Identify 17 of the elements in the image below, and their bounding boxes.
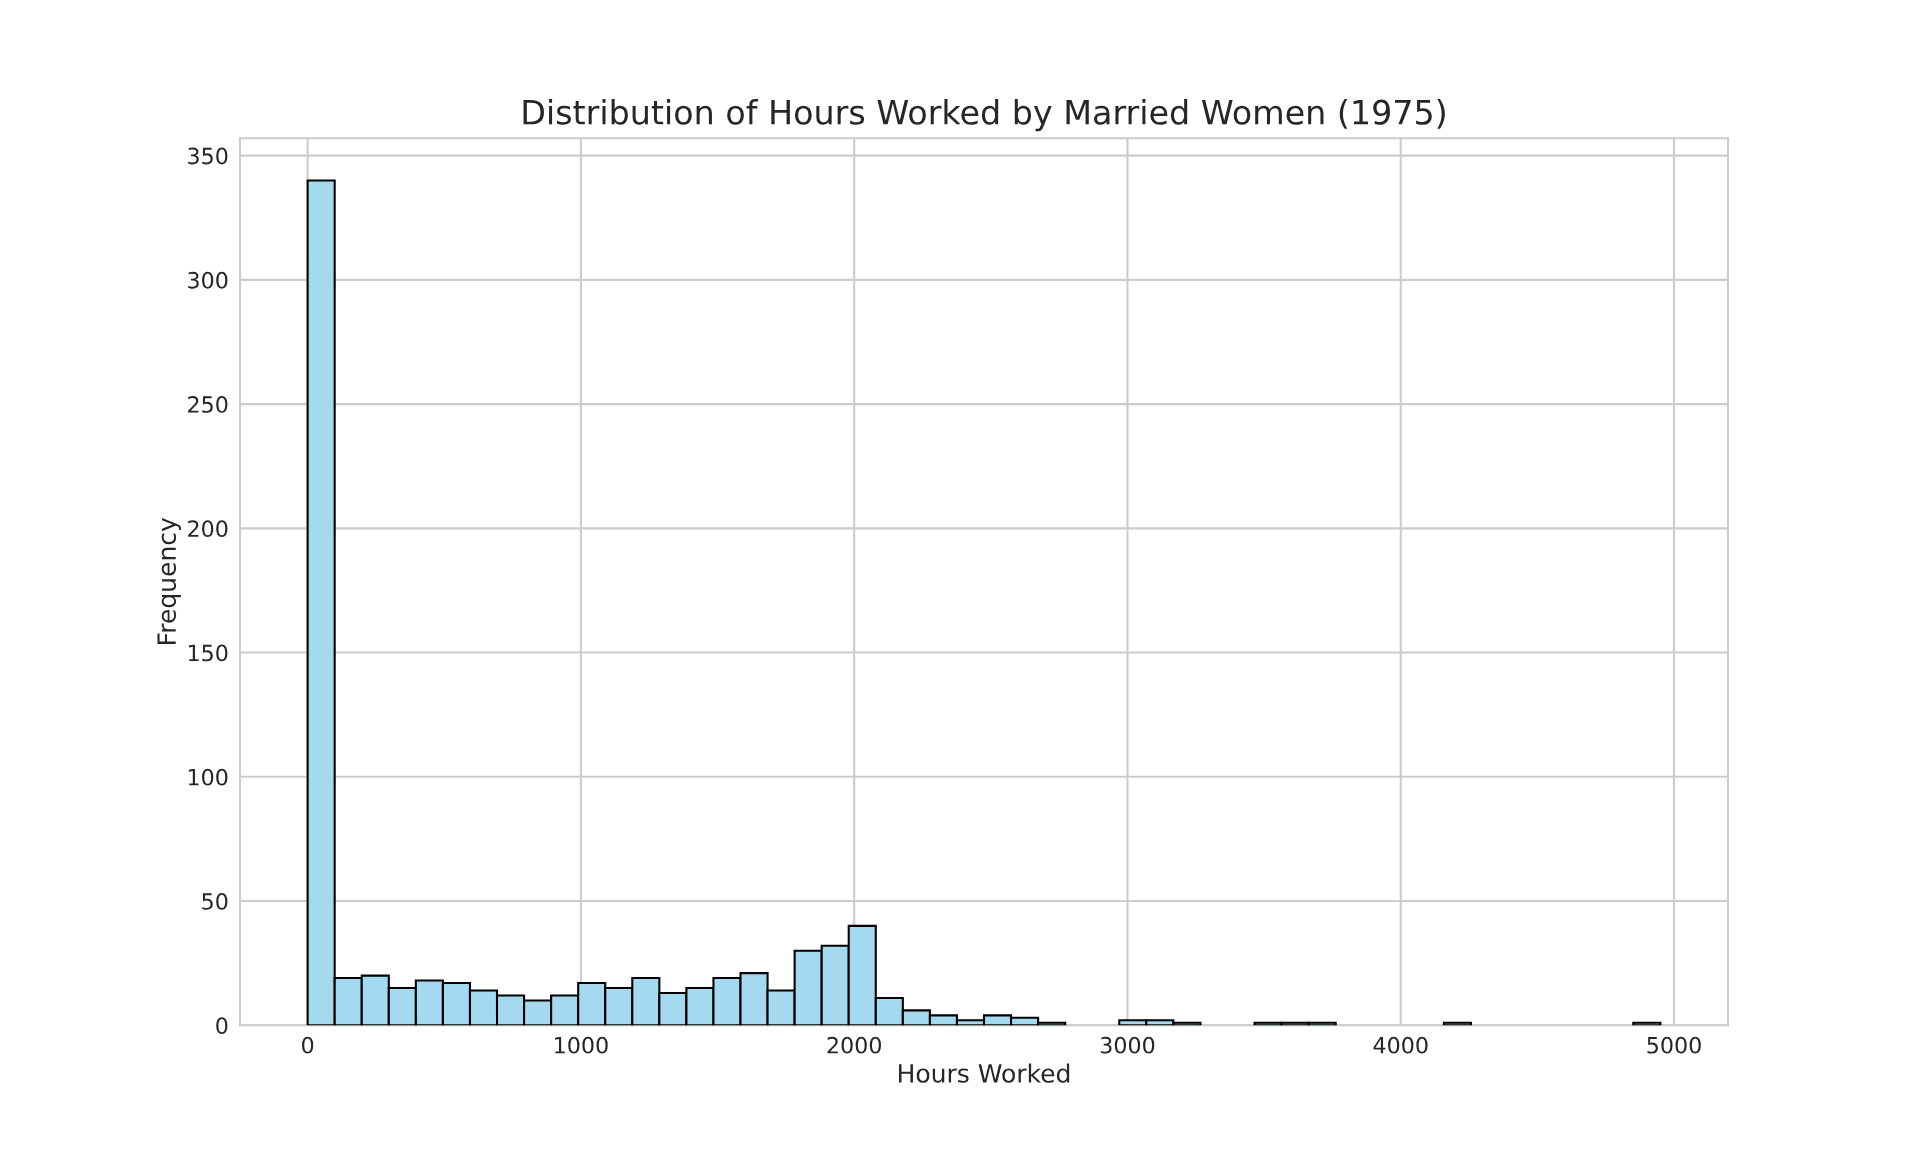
y-tick-label: 150 (188, 644, 228, 662)
y-tick-label: 50 (202, 892, 228, 910)
y-tick-label: 250 (188, 396, 228, 413)
chart-title: Distribution of Hours Worked by Married Women (1975) (523, 99, 1445, 132)
y-tick-label: 100 (188, 768, 228, 786)
y-tick-label: 200 (188, 520, 228, 538)
x-tick-label: 5000 (1647, 1036, 1701, 1054)
x-tick-label: 1000 (555, 1036, 608, 1054)
x-tick-label: 2000 (827, 1036, 881, 1054)
x-tick-label: 0 (302, 1036, 314, 1054)
y-axis-title: Frequency (157, 517, 181, 644)
y-tick-label: 300 (188, 271, 228, 289)
y-tick-label: 0 (216, 1017, 228, 1035)
y-tick-label: 350 (188, 147, 228, 165)
x-tick-label: 3000 (1100, 1036, 1155, 1054)
x-tick-label: 4000 (1373, 1036, 1428, 1054)
x-axis-title: Hours Worked (899, 1063, 1070, 1083)
